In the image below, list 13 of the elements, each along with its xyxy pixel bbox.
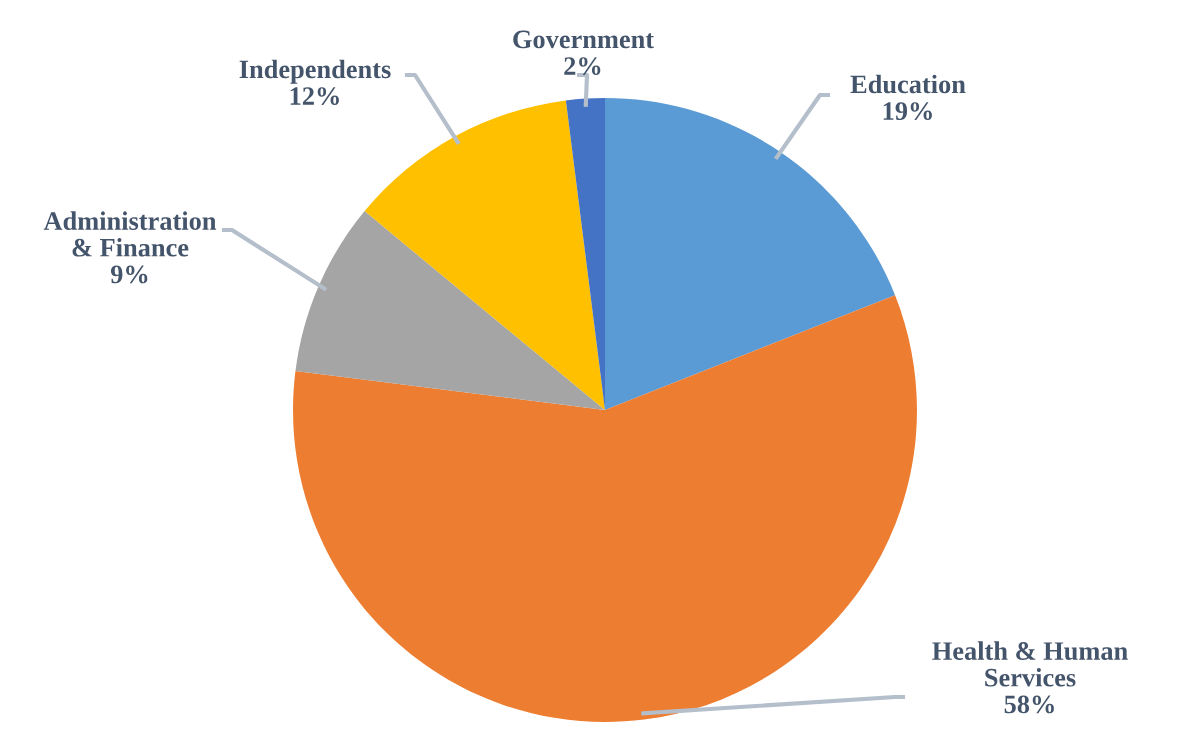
slice-label: Government [513, 30, 654, 49]
pie-slice [364, 100, 605, 410]
data-label: 58% [1004, 695, 1054, 714]
data-label: 2% [564, 57, 601, 76]
pie-slice [295, 211, 605, 410]
slice-label: Independents [239, 59, 391, 84]
data-label: 19% [883, 102, 932, 121]
data-label: 12% [290, 87, 339, 106]
slice-label: Education [850, 74, 966, 94]
pie-slice [293, 295, 917, 722]
slice-label: Health & Human Services [932, 641, 1128, 687]
data-label: 9% [110, 265, 148, 284]
slice-label: Administration & Finance [43, 211, 217, 257]
